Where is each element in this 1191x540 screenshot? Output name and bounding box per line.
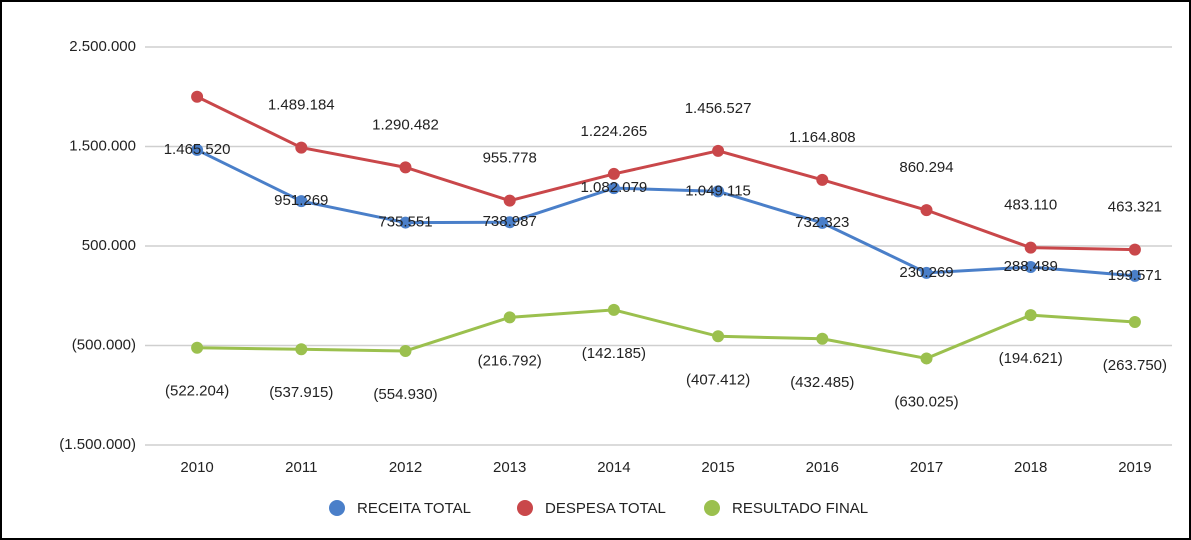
x-tick-label: 2010 — [180, 459, 213, 476]
data-label: 1.290.482 — [372, 116, 439, 133]
y-tick-label: 2.500.000 — [69, 38, 136, 55]
data-point — [1024, 241, 1037, 254]
x-tick-label: 2016 — [806, 459, 839, 476]
legend-label: RESULTADO FINAL — [732, 500, 868, 517]
data-point — [503, 194, 516, 207]
x-tick-label: 2014 — [597, 459, 630, 476]
data-label: 1.465.520 — [164, 141, 231, 158]
data-label: (537.915) — [269, 384, 333, 401]
data-point — [295, 343, 308, 356]
data-label: 860.294 — [899, 159, 953, 176]
data-point — [1024, 261, 1037, 274]
data-point — [816, 173, 829, 186]
data-label: 463.321 — [1108, 199, 1162, 216]
data-point — [191, 90, 204, 103]
data-point — [1128, 243, 1141, 256]
data-point — [191, 143, 204, 156]
data-label: 951.269 — [274, 192, 328, 209]
data-point — [712, 185, 725, 198]
data-label: 732.323 — [795, 214, 849, 231]
x-tick-label: 2012 — [389, 459, 422, 476]
data-point — [295, 195, 308, 208]
data-label: (142.185) — [582, 345, 646, 362]
y-tick-label: (1.500.000) — [59, 436, 136, 453]
data-label: 1.489.184 — [268, 97, 335, 114]
data-point — [712, 144, 725, 157]
x-tick-label: 2017 — [910, 459, 943, 476]
data-label: (263.750) — [1103, 357, 1167, 374]
x-tick-label: 2015 — [701, 459, 734, 476]
legend-marker — [329, 500, 345, 516]
data-label: (407.412) — [686, 371, 750, 388]
data-label: (522.204) — [165, 383, 229, 400]
data-point — [1128, 269, 1141, 282]
data-label: 1.224.265 — [581, 123, 648, 140]
legend-marker — [704, 500, 720, 516]
data-point — [920, 266, 933, 279]
data-label: 483.110 — [1004, 197, 1057, 214]
data-label: 288.489 — [1004, 258, 1058, 275]
legend-marker — [517, 500, 533, 516]
data-label: 199.571 — [1108, 267, 1162, 284]
data-point — [399, 161, 412, 174]
series-line — [196, 95, 1135, 252]
data-label: 230.269 — [899, 264, 953, 281]
data-label: 1.082.079 — [581, 179, 648, 196]
data-label: (432.485) — [790, 374, 854, 391]
data-label: 1.456.527 — [685, 100, 752, 117]
legend-label: DESPESA TOTAL — [545, 500, 666, 517]
data-point — [399, 344, 412, 357]
x-tick-label: 2011 — [285, 459, 317, 476]
x-tick-label: 2013 — [493, 459, 526, 476]
data-point — [712, 330, 725, 343]
data-label: 955.778 — [483, 150, 537, 167]
data-point — [503, 311, 516, 324]
data-label: (554.930) — [373, 386, 437, 403]
y-tick-label: 500.000 — [82, 237, 136, 254]
data-point — [399, 216, 412, 229]
data-point — [503, 216, 516, 229]
data-point — [816, 216, 829, 229]
y-tick-label: 1.500.000 — [69, 137, 136, 154]
data-label: 735.551 — [378, 214, 432, 231]
data-point — [191, 341, 204, 354]
data-point — [920, 352, 933, 365]
x-tick-label: 2018 — [1014, 459, 1047, 476]
data-point — [1128, 315, 1141, 328]
data-point — [1024, 309, 1037, 322]
series-line — [197, 308, 1135, 360]
data-label: 1.164.808 — [789, 129, 856, 146]
y-tick-label: (500.000) — [72, 336, 136, 353]
data-label: 1.049.115 — [685, 182, 751, 199]
data-point — [607, 167, 620, 180]
series-line — [196, 148, 1136, 278]
data-label: (216.792) — [478, 352, 542, 369]
data-point — [295, 141, 308, 154]
data-point — [607, 182, 620, 195]
legend-label: RECEITA TOTAL — [357, 500, 471, 517]
x-tick-label: 2019 — [1118, 459, 1151, 476]
data-point — [607, 303, 620, 316]
data-point — [816, 332, 829, 345]
data-label: 738.987 — [483, 213, 537, 230]
data-label: (194.621) — [999, 350, 1063, 367]
data-point — [920, 204, 933, 217]
data-label: (630.025) — [894, 393, 958, 410]
